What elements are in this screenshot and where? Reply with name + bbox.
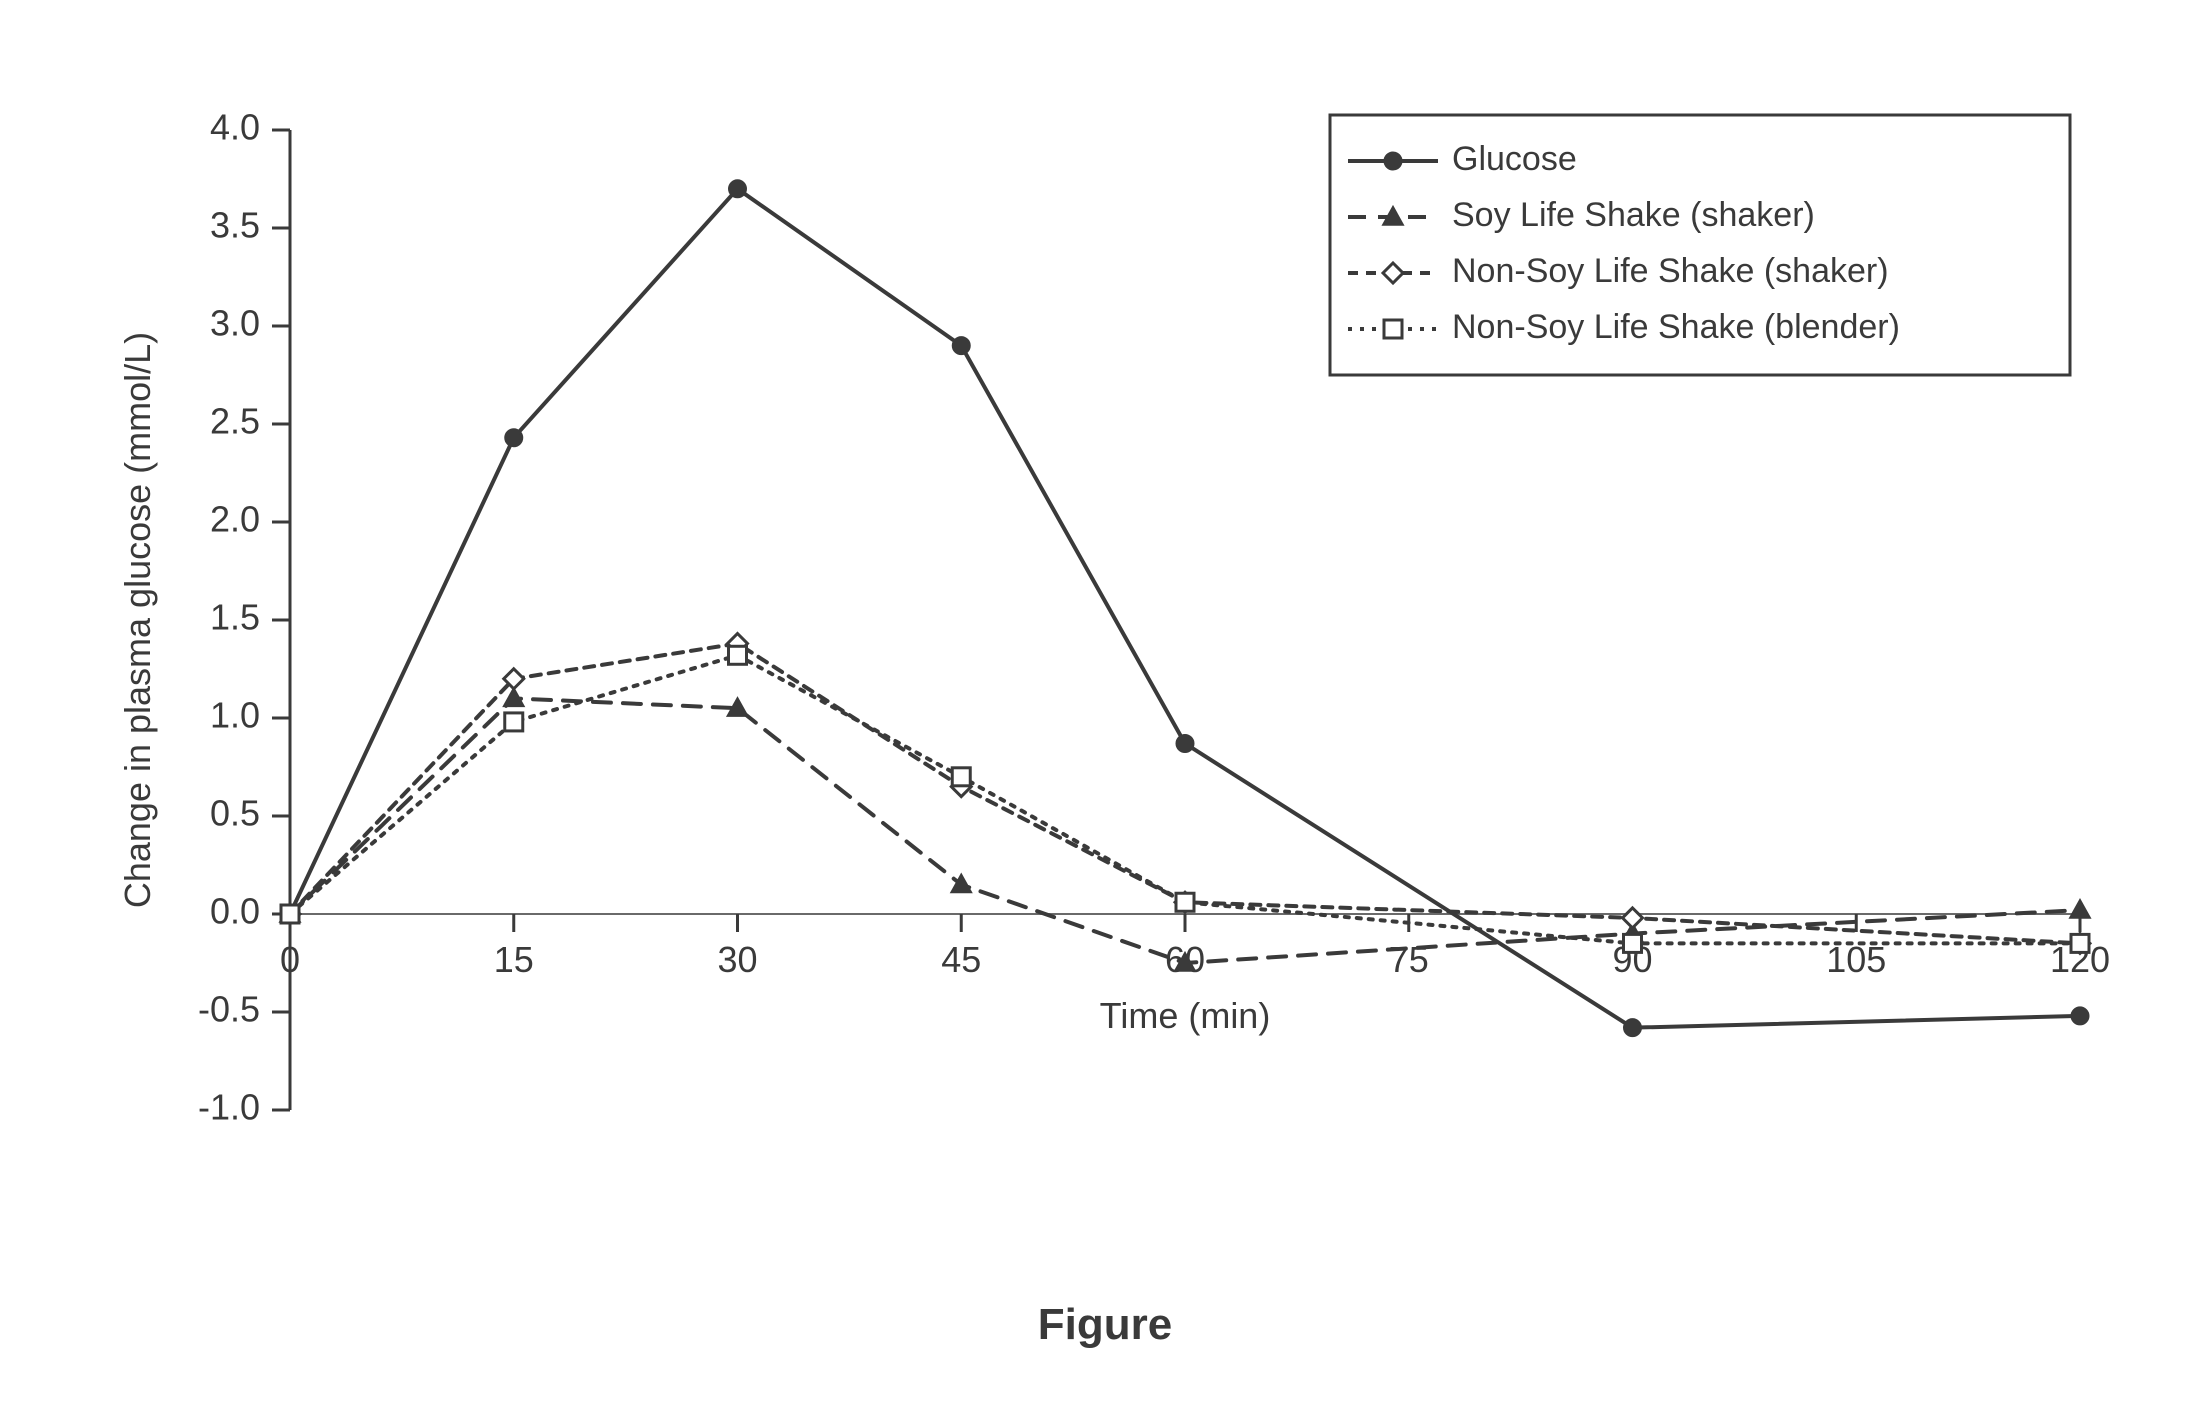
svg-text:4.0: 4.0 xyxy=(210,107,260,148)
svg-text:45: 45 xyxy=(941,939,981,980)
svg-text:1.0: 1.0 xyxy=(210,695,260,736)
svg-text:1.5: 1.5 xyxy=(210,597,260,638)
svg-text:3.5: 3.5 xyxy=(210,205,260,246)
svg-text:30: 30 xyxy=(717,939,757,980)
svg-text:-0.5: -0.5 xyxy=(198,989,260,1030)
chart-container: -1.0 -0.5 0.0 0.5 1.0 1.5 2.0 2.5 3.0 3.5 4.0 0 15 30… xyxy=(0,0,2210,1401)
svg-text:2.0: 2.0 xyxy=(210,499,260,540)
svg-text:2.5: 2.5 xyxy=(210,401,260,442)
svg-text:Soy Life Shake (shaker): Soy Life Shake (shaker) xyxy=(1452,196,1815,234)
line-chart: -1.0 -0.5 0.0 0.5 1.0 1.5 2.0 2.5 3.0 3.5 4.0 0 15 30… xyxy=(0,0,2210,1401)
svg-text:3.0: 3.0 xyxy=(210,303,260,344)
svg-text:0.0: 0.0 xyxy=(210,891,260,932)
svg-text:Time (min): Time (min) xyxy=(1100,995,1271,1036)
figure-caption: Figure xyxy=(0,1300,2210,1350)
svg-text:Non-Soy Life Shake (blender): Non-Soy Life Shake (blender) xyxy=(1452,308,1900,346)
svg-text:0.5: 0.5 xyxy=(210,793,260,834)
svg-text:Change in plasma glucose (mmol: Change in plasma glucose (mmol/L) xyxy=(117,332,158,908)
svg-text:0: 0 xyxy=(280,939,300,980)
svg-text:Glucose: Glucose xyxy=(1452,140,1577,178)
svg-text:Non-Soy Life Shake (shaker): Non-Soy Life Shake (shaker) xyxy=(1452,252,1889,290)
svg-text:15: 15 xyxy=(494,939,534,980)
svg-text:-1.0: -1.0 xyxy=(198,1087,260,1128)
svg-text:75: 75 xyxy=(1389,939,1429,980)
legend: Glucose Soy Life Shake (shaker) Non-Soy Li… xyxy=(1330,115,2070,375)
